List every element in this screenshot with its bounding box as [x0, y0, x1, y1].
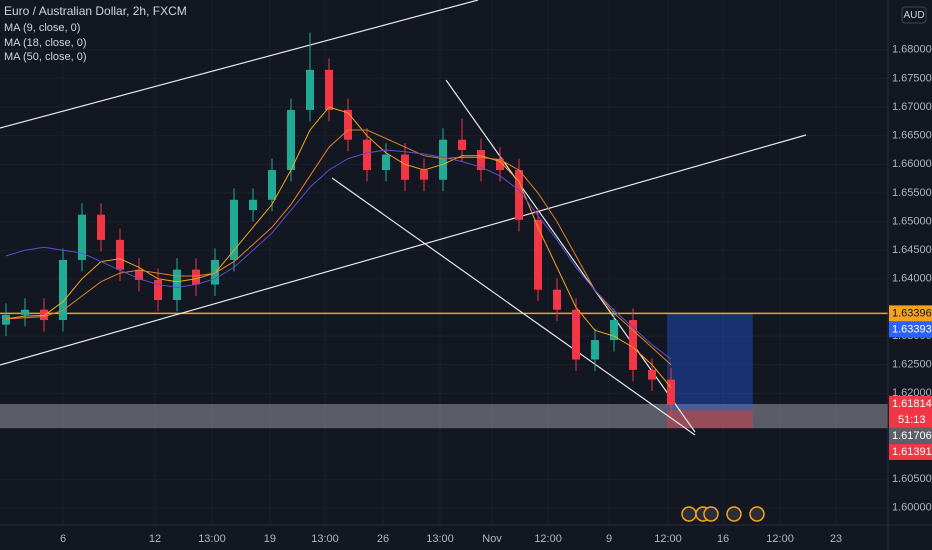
x-tick-label: 26 — [377, 533, 389, 545]
moving-average — [5, 129, 672, 366]
candle-body — [2, 314, 11, 325]
candle-body — [401, 154, 410, 180]
trend-line — [0, 0, 479, 129]
candle-body — [287, 109, 296, 171]
y-tick-label: 1.60000 — [892, 502, 932, 514]
candle-body — [21, 309, 30, 315]
legend-entry: MA (18, close, 0) — [4, 37, 87, 49]
candle-body — [496, 158, 505, 171]
candle-body — [154, 279, 163, 300]
y-tick-label: 1.68000 — [892, 44, 932, 56]
chart-title: Euro / Australian Dollar, 2h, FXCM — [4, 4, 187, 18]
moving-average — [5, 149, 672, 360]
moving-average — [5, 106, 672, 388]
candle-body — [230, 199, 239, 260]
candles — [2, 32, 676, 417]
y-tick-label: 1.64000 — [892, 273, 932, 285]
candle-body — [553, 289, 562, 310]
candle-body — [306, 69, 315, 110]
event-icons — [681, 506, 765, 522]
candle-body — [591, 340, 600, 360]
candle-body — [534, 219, 543, 290]
x-tick-label: Nov — [482, 533, 502, 545]
trend-line — [331, 177, 696, 436]
price-tag — [889, 427, 932, 444]
x-tick-label: 19 — [264, 533, 276, 545]
event-icon — [749, 506, 765, 522]
candle-body — [344, 109, 353, 140]
candle-body — [78, 214, 87, 260]
candle-body — [458, 139, 467, 150]
candle-body — [572, 309, 581, 360]
candle-body — [97, 214, 106, 240]
price-zone — [0, 403, 888, 429]
countdown-label: 51:13 — [898, 414, 926, 426]
x-tick-label: 9 — [606, 533, 612, 545]
event-icon — [703, 506, 719, 522]
x-tick-label: 23 — [830, 533, 842, 545]
x-tick-label: 12:00 — [766, 533, 794, 545]
candle-body — [629, 320, 638, 370]
countdown-tag — [889, 411, 932, 428]
candle-body — [59, 259, 68, 321]
profit-box — [667, 313, 753, 411]
y-tick-label: 1.66500 — [892, 130, 932, 142]
candle-body — [325, 69, 334, 110]
y-tick-label: 1.60500 — [892, 473, 932, 485]
candle-body — [211, 259, 220, 285]
loss-box — [667, 410, 753, 429]
currency-button[interactable] — [901, 6, 927, 24]
price-tag-label: 1.61391 — [892, 446, 932, 458]
price-tag-label: 1.63396 — [892, 307, 932, 319]
y-tick-label: 1.62500 — [892, 359, 932, 371]
candle-body — [249, 199, 258, 211]
x-tick-label: 12 — [149, 533, 161, 545]
y-tick-label: 1.64500 — [892, 244, 932, 256]
candle-body — [116, 239, 125, 270]
x-tick-label: 16 — [717, 533, 729, 545]
candle-body — [648, 369, 657, 380]
overlays — [0, 312, 888, 429]
event-icon — [681, 506, 697, 522]
y-tick-label: 1.65500 — [892, 187, 932, 199]
candle-body — [515, 170, 524, 220]
currency-label[interactable]: AUD — [903, 10, 924, 21]
y-tick-label: 1.67000 — [892, 101, 932, 113]
candle-body — [667, 379, 676, 405]
price-tag — [889, 395, 932, 412]
price-tag — [889, 305, 932, 322]
candle-body — [192, 269, 201, 285]
x-tick-label: 12:00 — [654, 533, 682, 545]
event-icon — [726, 506, 742, 522]
y-tick-label: 1.66000 — [892, 158, 932, 170]
candle-body — [477, 150, 486, 171]
candle-body — [382, 154, 391, 171]
legend-entry: MA (9, close, 0) — [4, 22, 80, 34]
price-tag — [889, 321, 932, 338]
x-tick-label: 13:00 — [198, 533, 226, 545]
candle-body — [363, 139, 372, 171]
x-tick-label: 12:00 — [534, 533, 562, 545]
trend-line — [0, 134, 807, 366]
candle-body — [268, 170, 277, 200]
candle-body — [610, 320, 619, 341]
price-tag-label: 1.63393 — [892, 323, 932, 335]
price-tag-label: 1.61706 — [892, 430, 932, 442]
price-tag — [889, 443, 932, 460]
candle-body — [173, 269, 182, 300]
x-tick-label: 6 — [60, 533, 66, 545]
x-tick-label: 13:00 — [311, 533, 339, 545]
x-tick-label: 13:00 — [426, 533, 454, 545]
candle-body — [420, 170, 429, 180]
candle-body — [135, 269, 144, 280]
candle-body — [439, 139, 448, 180]
y-tick-label: 1.67500 — [892, 72, 932, 84]
legend-entry: MA (50, close, 0) — [4, 51, 87, 63]
y-tick-label: 1.65000 — [892, 215, 932, 227]
price-tag-label: 1.61814 — [892, 398, 932, 410]
